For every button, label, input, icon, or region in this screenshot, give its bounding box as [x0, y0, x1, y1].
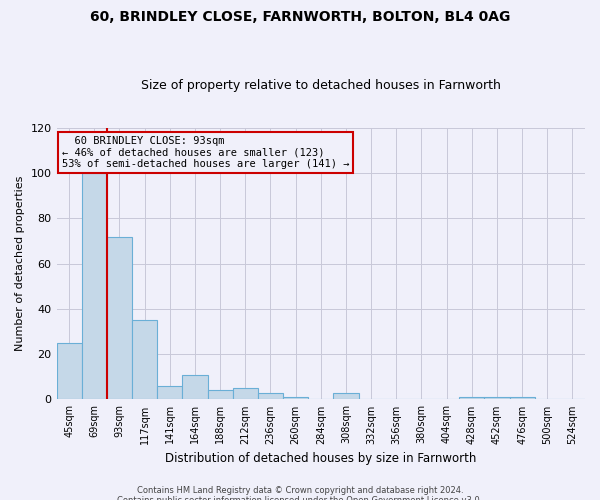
Bar [484, 397, 509, 400]
Text: 60 BRINDLEY CLOSE: 93sqm
← 46% of detached houses are smaller (123)
53% of semi-: 60 BRINDLEY CLOSE: 93sqm ← 46% of detach… [62, 136, 349, 169]
Bar [233, 388, 258, 400]
Title: Size of property relative to detached houses in Farnworth: Size of property relative to detached ho… [141, 79, 501, 92]
Bar [56, 343, 82, 400]
Text: Contains public sector information licensed under the Open Government Licence v3: Contains public sector information licen… [118, 496, 482, 500]
Bar [459, 397, 484, 400]
Bar [182, 374, 208, 400]
Bar [509, 397, 535, 400]
Text: 60, BRINDLEY CLOSE, FARNWORTH, BOLTON, BL4 0AG: 60, BRINDLEY CLOSE, FARNWORTH, BOLTON, B… [90, 10, 510, 24]
Bar [157, 386, 182, 400]
Text: Contains HM Land Registry data © Crown copyright and database right 2024.: Contains HM Land Registry data © Crown c… [137, 486, 463, 495]
Bar [132, 320, 157, 400]
Bar [334, 392, 359, 400]
Bar [258, 392, 283, 400]
Bar [283, 397, 308, 400]
Bar [82, 173, 107, 400]
Bar [208, 390, 233, 400]
Y-axis label: Number of detached properties: Number of detached properties [15, 176, 25, 352]
X-axis label: Distribution of detached houses by size in Farnworth: Distribution of detached houses by size … [165, 452, 476, 465]
Bar [107, 236, 132, 400]
